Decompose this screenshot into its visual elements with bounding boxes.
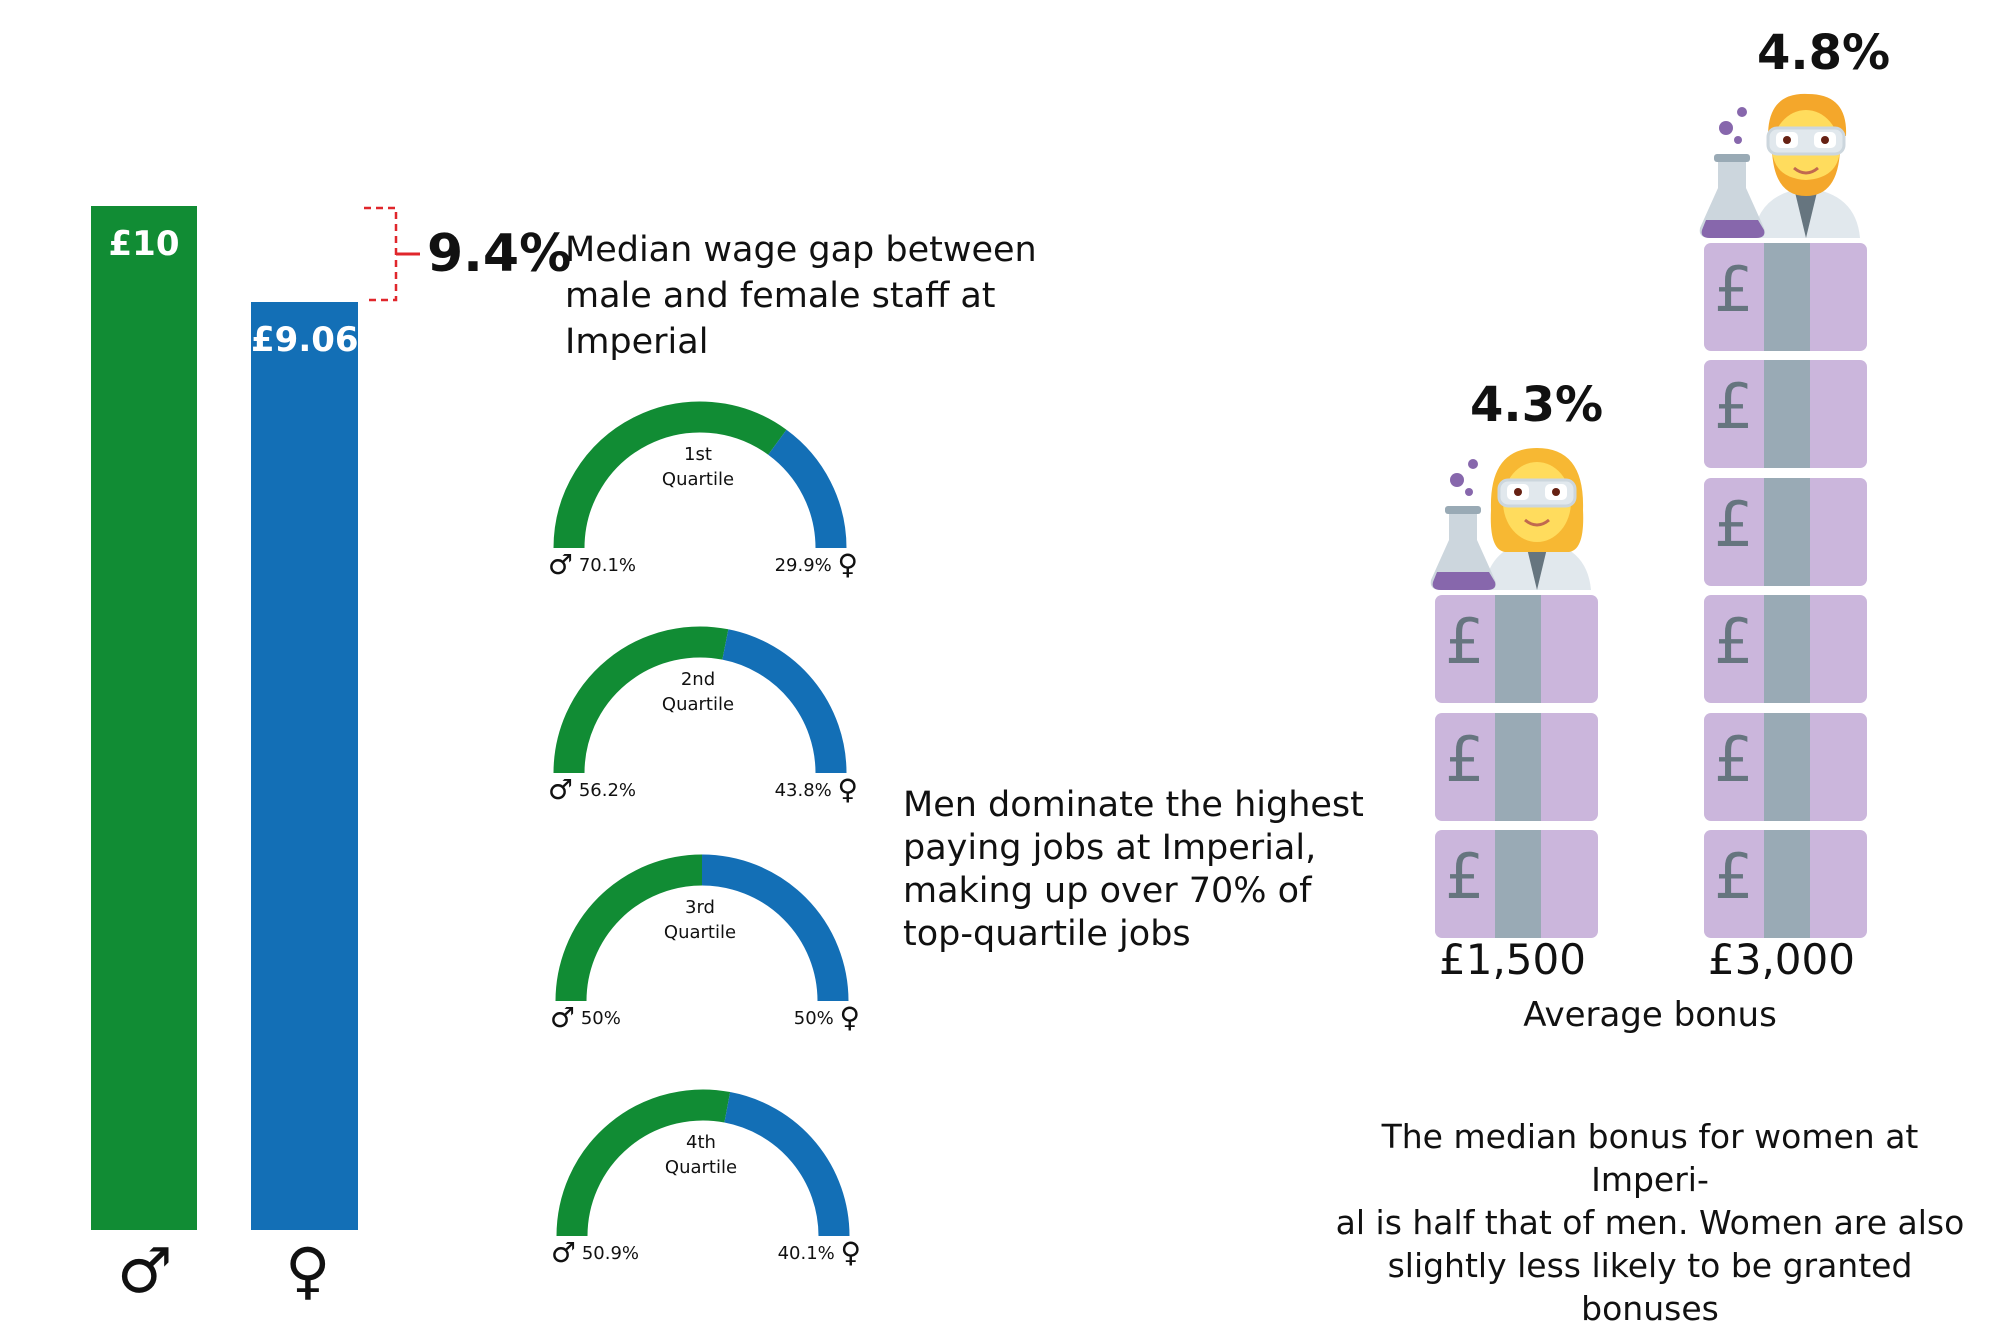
- quartile-gauge: 3rd Quartile ♂ 50% 50% ♀: [550, 853, 860, 1043]
- male-symbol-tick: ♂: [117, 1234, 173, 1307]
- bonus-percent-label: 4.3%: [1469, 377, 1604, 433]
- male-symbol: ♂: [550, 1001, 576, 1034]
- bonus-amount-label: £3,000: [1708, 935, 1855, 984]
- svg-text:£: £: [1714, 723, 1753, 796]
- gauge-female-value: 43.8%: [774, 780, 838, 801]
- svg-text:£: £: [1445, 605, 1484, 678]
- gauge-title-word: Quartile: [664, 1157, 738, 1178]
- male-symbol: ♂: [548, 548, 574, 581]
- svg-text:£: £: [1714, 253, 1753, 326]
- svg-text:£: £: [1714, 605, 1753, 678]
- bonus-axis-label: Average bonus: [1523, 995, 1777, 1035]
- svg-text:£: £: [1445, 723, 1484, 796]
- wage-gap-caption-line1: Median wage gap between: [565, 230, 1037, 270]
- gauge-title-word: Quartile: [661, 469, 735, 490]
- gauge-female-arc: [724, 1092, 850, 1237]
- male-symbol: ♂: [548, 773, 574, 806]
- gauge-female-value: 40.1%: [777, 1243, 841, 1264]
- gauge-title-ordinal: 2nd: [680, 669, 716, 690]
- banknote-icon: £: [1704, 242, 1867, 351]
- gauge-title: 4th Quartile: [551, 1130, 851, 1180]
- wage-gap-caption-line3: Imperial: [565, 322, 709, 362]
- gauge-male-value: 70.1%: [573, 555, 637, 576]
- banknote-icon: £: [1704, 830, 1867, 938]
- wage-gap-caption-line2: male and female staff at: [565, 276, 996, 316]
- gauge-female-arc: [767, 429, 847, 549]
- quartile-caption-line3: making up over 70% of: [903, 871, 1312, 911]
- gauge-female-label: 29.9% ♀: [775, 548, 858, 581]
- banknote-icon: £: [1704, 712, 1867, 821]
- gap-bracket: [364, 206, 420, 302]
- quartile-caption-line1: Men dominate the highest: [903, 785, 1364, 825]
- gauge-title: 2nd Quartile: [548, 667, 848, 717]
- gauge-female-label: 40.1% ♀: [778, 1236, 861, 1269]
- gauge-male-label: ♂ 56.2%: [548, 773, 636, 806]
- banknote-icon: £: [1704, 477, 1867, 586]
- gauge-title-ordinal: 4th: [686, 1132, 716, 1153]
- gauge-male-arc: [555, 854, 703, 1002]
- banknote-icon: £: [1435, 712, 1598, 821]
- quartile-caption: Men dominate the highest paying jobs at …: [903, 784, 1364, 956]
- gauge-title-ordinal: 3rd: [685, 897, 715, 918]
- quartile-gauge: 1st Quartile ♂ 70.1% 29.9% ♀: [548, 400, 858, 590]
- svg-text:£: £: [1445, 840, 1484, 913]
- gauge-male-value: 50.9%: [576, 1243, 640, 1264]
- gauge-title-word: Quartile: [663, 922, 737, 943]
- gauge-female-arc: [701, 854, 849, 1002]
- female-scientist-icon: [1430, 448, 1591, 590]
- bonus-caption: The median bonus for women at Imperi- al…: [1320, 1115, 1980, 1330]
- banknote-icon: £: [1704, 595, 1867, 703]
- gauge-male-value: 56.2%: [573, 780, 637, 801]
- female-symbol: ♀: [840, 1236, 861, 1269]
- gauge-title-word: Quartile: [661, 694, 735, 715]
- bar-female-value-label: £9.06: [251, 320, 359, 361]
- gauge-female-value: 50%: [793, 1008, 840, 1029]
- female-symbol: ♀: [837, 773, 858, 806]
- wage-gap-caption: Median wage gap between male and female …: [565, 227, 1037, 365]
- bonus-caption-line1: The median bonus for women at Imperi-: [1381, 1117, 1919, 1199]
- svg-text:£: £: [1714, 488, 1753, 561]
- male-symbol: ♂: [551, 1236, 577, 1269]
- bar-male-value-label: £10: [108, 224, 180, 264]
- bonus-caption-line3: slightly less likely to be granted bonus…: [1387, 1246, 1913, 1328]
- gauge-male-label: ♂ 50.9%: [551, 1236, 639, 1269]
- gauge-male-value: 50%: [575, 1008, 621, 1029]
- gauge-title: 3rd Quartile: [550, 895, 850, 945]
- wage-gap-percent: 9.4%: [427, 224, 572, 284]
- quartile-gauge: 2nd Quartile ♂ 56.2% 43.8% ♀: [548, 625, 858, 815]
- male-scientist-icon: [1699, 93, 1860, 238]
- gauge-female-label: 50% ♀: [794, 1001, 860, 1034]
- gauge-male-label: ♂ 70.1%: [548, 548, 636, 581]
- gauge-male-arc: [553, 401, 787, 549]
- gauge-male-arc: [553, 626, 729, 774]
- gauge-title: 1st Quartile: [548, 442, 848, 492]
- female-symbol-tick: ♀: [285, 1234, 331, 1307]
- female-symbol: ♀: [839, 1001, 860, 1034]
- quartile-caption-line4: top-quartile jobs: [903, 914, 1191, 954]
- gauge-male-arc: [556, 1089, 731, 1237]
- gauge-title-ordinal: 1st: [684, 444, 712, 465]
- bar-female: [251, 302, 358, 1230]
- svg-text:£: £: [1714, 840, 1753, 913]
- banknote-icon: £: [1704, 360, 1867, 468]
- banknote-icon: £: [1435, 830, 1598, 938]
- bar-male: [91, 206, 197, 1230]
- banknote-icon: £: [1435, 595, 1598, 703]
- gauge-female-label: 43.8% ♀: [775, 773, 858, 806]
- gauge-female-arc: [721, 629, 847, 774]
- svg-text:£: £: [1714, 370, 1753, 443]
- quartile-caption-line2: paying jobs at Imperial,: [903, 828, 1317, 868]
- female-symbol: ♀: [837, 548, 858, 581]
- bonus-percent-label: 4.8%: [1756, 24, 1891, 81]
- bonus-caption-line2: al is half that of men. Women are also: [1335, 1203, 1965, 1242]
- bonus-amount-label: £1,500: [1439, 935, 1586, 984]
- quartile-gauge: 4th Quartile ♂ 50.9% 40.1% ♀: [551, 1088, 861, 1278]
- gauge-female-value: 29.9%: [774, 555, 838, 576]
- gauge-male-label: ♂ 50%: [550, 1001, 621, 1034]
